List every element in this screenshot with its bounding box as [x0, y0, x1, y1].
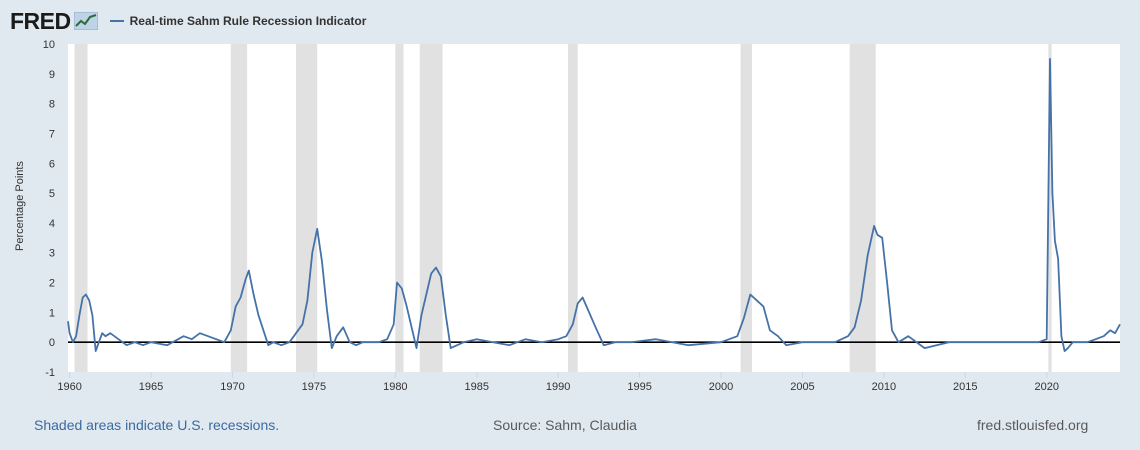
x-tick-label: 2010: [872, 381, 896, 393]
recession-band: [419, 44, 443, 372]
y-tick-label: 5: [49, 188, 55, 200]
x-tick-label: 2020: [1034, 381, 1058, 393]
x-tick-label: 1985: [465, 381, 489, 393]
y-tick-label: 4: [49, 218, 55, 230]
x-tick-label: 2005: [790, 381, 814, 393]
x-tick-label: 1960: [57, 381, 81, 393]
x-tick-label: 1970: [220, 381, 244, 393]
recession-note: Shaded areas indicate U.S. recessions.: [34, 417, 280, 433]
fred-graph-icon: [73, 12, 98, 30]
y-tick-label: 8: [49, 99, 55, 111]
y-tick-label: 0: [49, 337, 55, 349]
series-line: [67, 58, 1121, 353]
y-tick-label: 6: [49, 158, 55, 170]
y-tick-label: 1: [49, 307, 55, 319]
recession-band: [567, 44, 578, 372]
series-title[interactable]: Real-time Sahm Rule Recession Indicator: [129, 14, 367, 28]
recession-band: [295, 44, 318, 372]
y-tick-label: 2: [49, 278, 55, 290]
x-tick-label: 1975: [302, 381, 326, 393]
x-tick-label: 1995: [627, 381, 651, 393]
chart-header: FRED Real-time Sahm Rule Recession Indic…: [10, 6, 366, 36]
y-tick-label: 7: [49, 128, 55, 140]
x-tick-label: 2015: [953, 381, 977, 393]
y-tick-label: 3: [49, 248, 55, 260]
x-tick-label: 1990: [546, 381, 570, 393]
x-tick-label: 1980: [383, 381, 407, 393]
y-tick-label: -1: [45, 367, 55, 379]
line-chart: -1 0 1 2 3 4 5 6 7 8 9 10 1960 1965 1970 1975 1980 1985 19…: [43, 39, 1121, 393]
fred-logo[interactable]: FRED: [10, 7, 71, 34]
legend-swatch: [109, 20, 124, 22]
recession-band: [230, 44, 248, 372]
recession-band: [849, 44, 876, 372]
recession-band: [395, 44, 404, 372]
recession-band: [1048, 44, 1052, 372]
x-tick-label: 1965: [139, 381, 163, 393]
y-tick-label: 9: [49, 69, 55, 81]
recession-band: [74, 44, 88, 372]
recession-band: [740, 44, 752, 372]
x-tick-label: 2000: [709, 381, 733, 393]
y-tick-label: 10: [43, 39, 55, 51]
site-link[interactable]: fred.stlouisfed.org: [977, 417, 1089, 433]
source-text: Source: Sahm, Claudia: [493, 417, 637, 433]
